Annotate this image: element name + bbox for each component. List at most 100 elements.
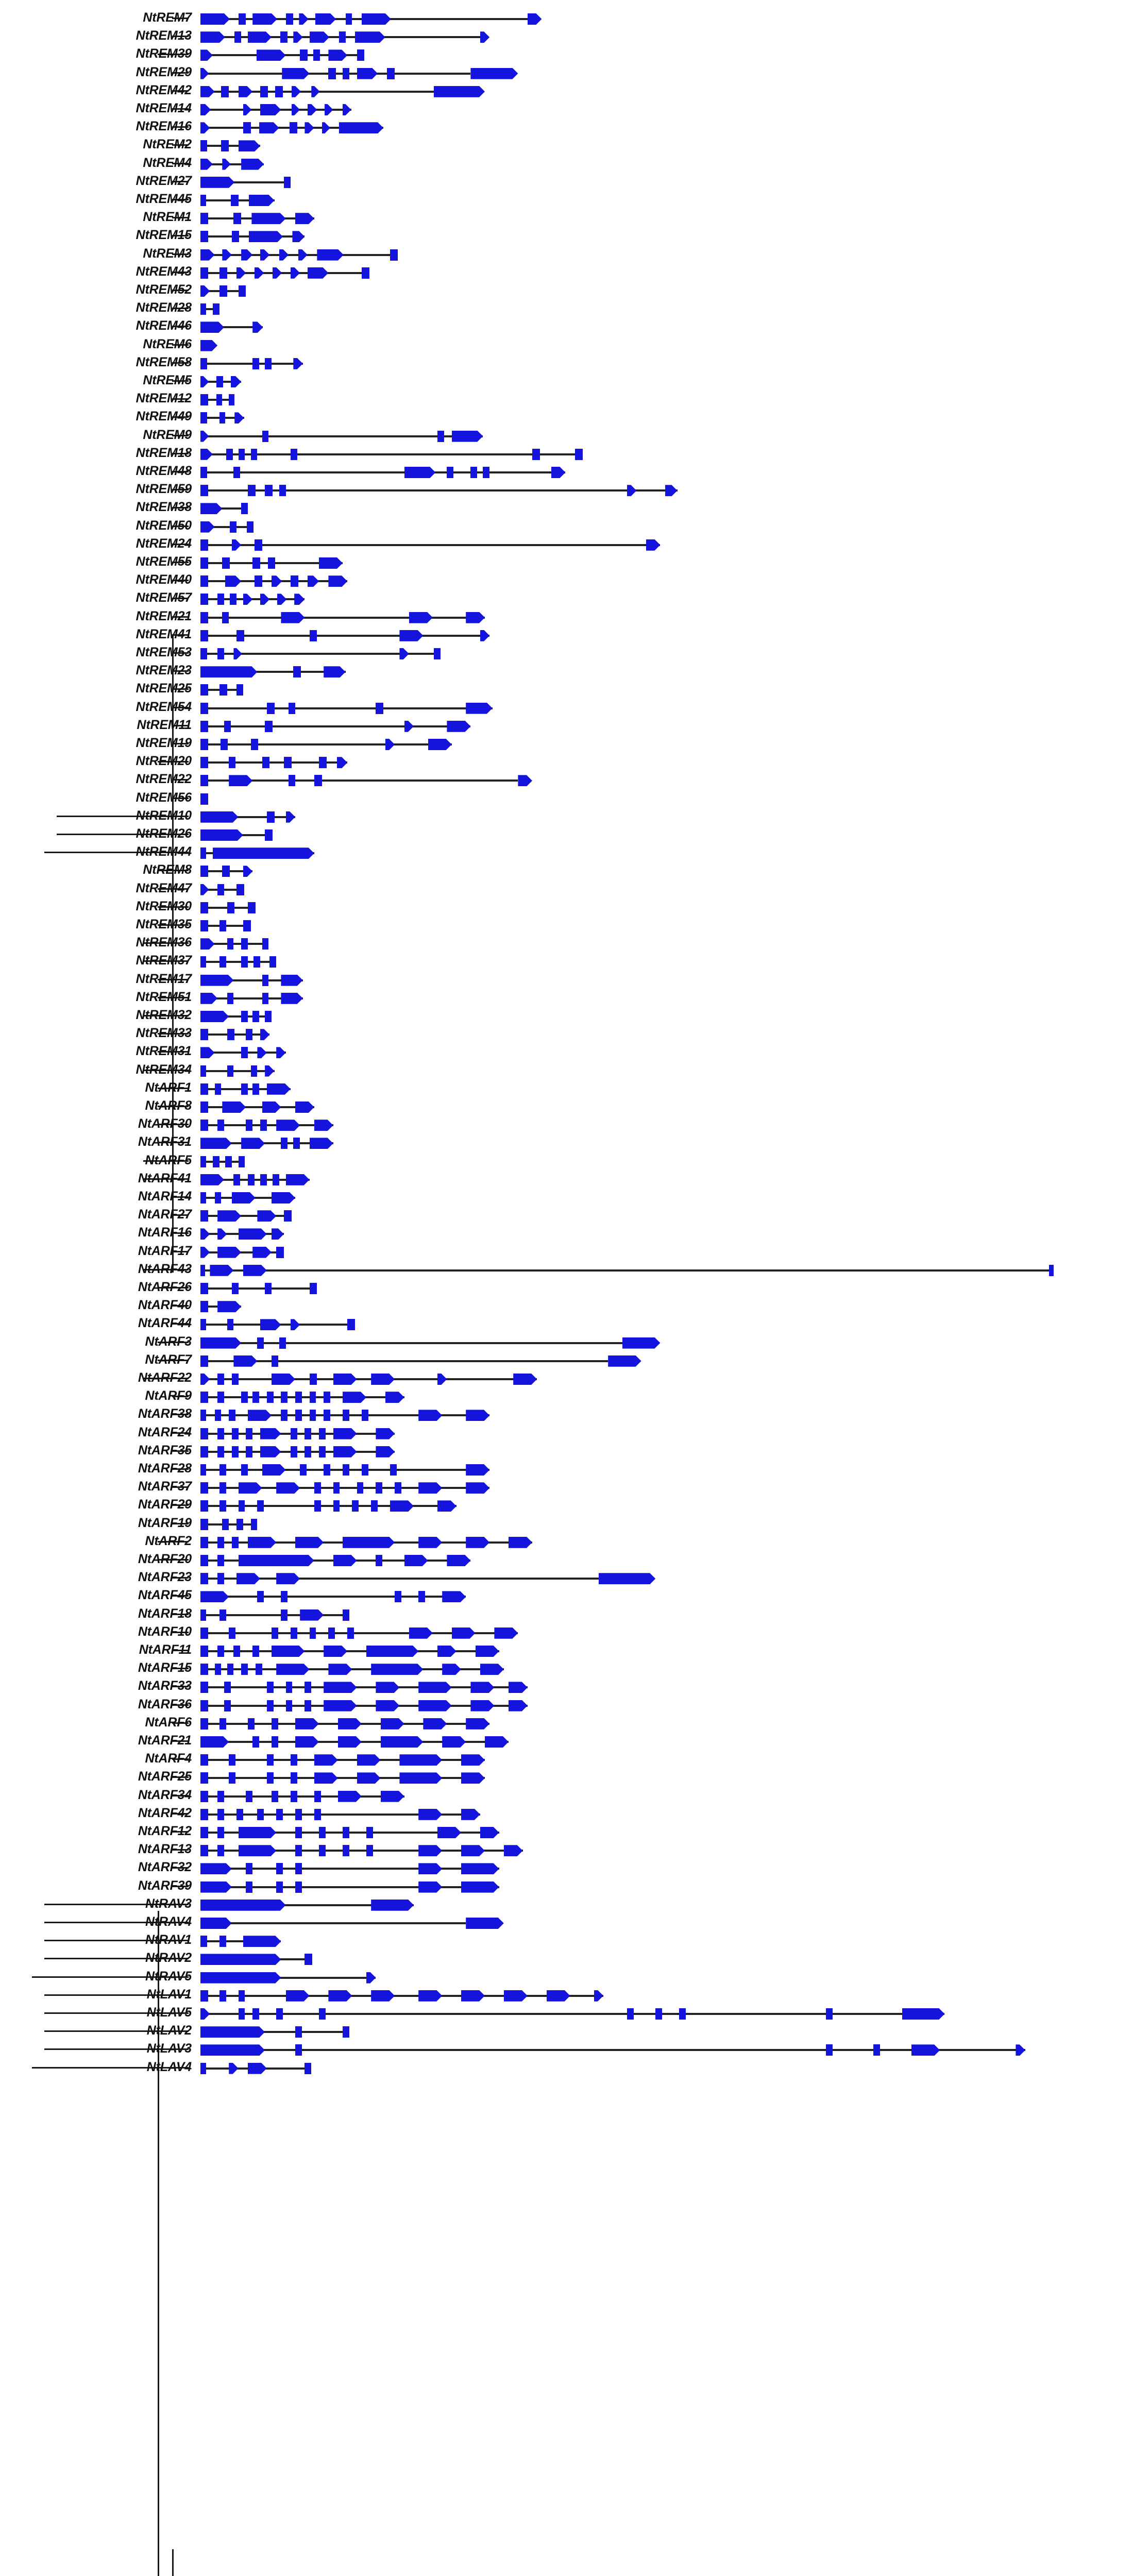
gene-label: NtREM33 — [136, 1026, 192, 1041]
exon-block — [480, 31, 489, 43]
exon-block — [200, 412, 207, 424]
exon-block — [293, 358, 302, 369]
exon-block — [328, 575, 347, 587]
exon-block — [200, 86, 215, 97]
tree-branch-horizontal — [172, 1250, 189, 1252]
exon-block — [319, 757, 327, 769]
exon-block — [276, 2008, 283, 2020]
exon-block — [308, 267, 328, 279]
tree-branch-horizontal — [172, 36, 189, 38]
exon-block — [231, 231, 240, 243]
exon-block — [343, 2026, 349, 2038]
exon-block — [292, 86, 301, 97]
exon-block — [241, 938, 248, 950]
exon-block — [1049, 1264, 1054, 1276]
exon-block — [279, 485, 286, 497]
exon-block — [361, 1410, 368, 1421]
intron-segment — [200, 1106, 314, 1108]
exon-block — [248, 1410, 272, 1421]
exon-block — [646, 539, 661, 551]
exon-block — [239, 1555, 314, 1566]
tree-branch-horizontal — [172, 1686, 189, 1688]
exon-block — [200, 956, 207, 968]
exon-block — [826, 2008, 833, 2020]
exon-block — [200, 1718, 208, 1730]
exon-block — [200, 13, 230, 25]
exon-block — [338, 1718, 362, 1730]
tree-branch-horizontal — [172, 1396, 189, 1398]
exon-block — [272, 1790, 278, 1802]
tree-branch-horizontal — [158, 1341, 189, 1343]
exon-block — [466, 1482, 489, 1494]
exon-block — [200, 848, 207, 859]
gene-label: NtLAV3 — [146, 2041, 192, 2056]
exon-block — [266, 1392, 274, 1403]
intron-segment — [200, 1015, 272, 1018]
exon-block — [200, 739, 208, 750]
exon-block — [220, 739, 228, 750]
gene-label: NtREM35 — [136, 917, 192, 931]
tree-branch-horizontal — [172, 144, 189, 146]
tree-branch-horizontal — [172, 562, 189, 563]
exon-block — [352, 1500, 359, 1512]
exon-block — [437, 1374, 447, 1385]
exon-block — [313, 49, 320, 61]
exon-block — [480, 1827, 499, 1838]
exon-block — [295, 1827, 302, 1838]
exon-block — [272, 575, 282, 587]
gene-track — [200, 1807, 1133, 1822]
exon-block — [200, 2026, 265, 2038]
exon-block — [200, 376, 209, 387]
exon-block — [290, 1772, 297, 1784]
exon-block — [305, 1954, 313, 1965]
gene-label: NtREM40 — [136, 572, 192, 587]
exon-block — [295, 1863, 302, 1875]
exon-block — [252, 321, 263, 333]
exon-block — [252, 1646, 260, 1657]
tree-branch-horizontal — [44, 2012, 189, 2014]
exon-block — [343, 1537, 395, 1548]
exon-block — [247, 521, 254, 533]
exon-block — [200, 1464, 207, 1476]
exon-block — [219, 412, 225, 424]
exon-block — [243, 1936, 281, 1947]
gene-label: NtREM9 — [143, 427, 192, 442]
intron-segment — [200, 1396, 404, 1399]
tree-branch-horizontal — [143, 1160, 189, 1162]
exon-block — [376, 702, 384, 714]
exon-block — [255, 1664, 262, 1675]
gene-track — [200, 1662, 1133, 1677]
tree-branch-horizontal — [44, 852, 189, 854]
exon-block — [599, 1573, 655, 1584]
tree-branch-horizontal — [172, 652, 189, 654]
exon-block — [230, 521, 236, 533]
intron-segment — [200, 1686, 528, 1689]
exon-block — [509, 1682, 528, 1693]
gene-label: NtARF38 — [138, 1406, 192, 1421]
exon-block — [200, 1536, 208, 1548]
gene-track — [200, 283, 1133, 299]
exon-block — [343, 1392, 366, 1403]
exon-block — [390, 1464, 397, 1476]
exon-block — [343, 1845, 349, 1857]
tree-branch-horizontal — [172, 724, 189, 726]
exon-block — [260, 1120, 267, 1131]
exon-block — [246, 1029, 253, 1041]
exon-block — [222, 1518, 229, 1530]
gene-label: NtARF18 — [138, 1606, 192, 1621]
exon-block — [200, 285, 210, 297]
exon-block — [249, 195, 275, 206]
gene-label: NtREM31 — [136, 1044, 192, 1059]
tree-branch-horizontal — [172, 290, 189, 291]
intron-segment — [200, 1251, 284, 1253]
exon-block — [333, 1446, 357, 1458]
exon-block — [246, 1863, 253, 1875]
intron-segment — [266, 1269, 1049, 1272]
exon-block — [627, 485, 636, 496]
exon-block — [911, 2044, 940, 2056]
gene-label: NtREM6 — [143, 336, 192, 351]
exon-block — [272, 1355, 278, 1367]
exon-block — [224, 1682, 231, 1693]
gene-track — [200, 1843, 1133, 1858]
exon-block — [200, 1790, 208, 1802]
